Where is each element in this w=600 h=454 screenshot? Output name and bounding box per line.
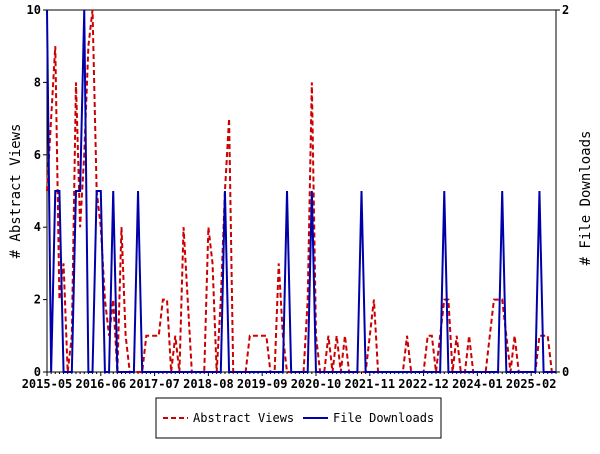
legend-label: File Downloads: [333, 411, 434, 425]
y-tick-label: 4: [34, 220, 41, 234]
x-tick-label: 2016-06: [76, 377, 127, 391]
y-tick-label: 0: [34, 365, 41, 379]
legend-label: Abstract Views: [193, 411, 294, 425]
x-tick-label: 2018-08: [183, 377, 234, 391]
y-tick-label: 6: [34, 148, 41, 162]
x-tick-label: 2020-10: [291, 377, 342, 391]
x-tick-label: 2017-07: [129, 377, 180, 391]
y2-axis-label: # File Downloads: [578, 131, 594, 266]
x-tick-label: 2015-05: [22, 377, 73, 391]
y2-tick-label: 0: [562, 365, 569, 379]
y2-tick-label: 2: [562, 3, 569, 17]
x-tick-label: 2024-01: [452, 377, 503, 391]
line-series: [46, 9, 556, 373]
x-tick-label: 2025-02: [506, 377, 557, 391]
y-tick-label: 2: [34, 293, 41, 307]
y-axis-label: # Abstract Views: [8, 124, 24, 259]
x-tick-label: 2019-09: [237, 377, 288, 391]
legend-box: [155, 397, 442, 439]
plot-frame: [46, 9, 557, 373]
x-tick-label: 2021-11: [344, 377, 395, 391]
x-tick-label: 2022-12: [398, 377, 449, 391]
y-tick-label: 8: [34, 75, 41, 89]
line-series: [46, 9, 556, 373]
y-tick-label: 10: [27, 3, 41, 17]
